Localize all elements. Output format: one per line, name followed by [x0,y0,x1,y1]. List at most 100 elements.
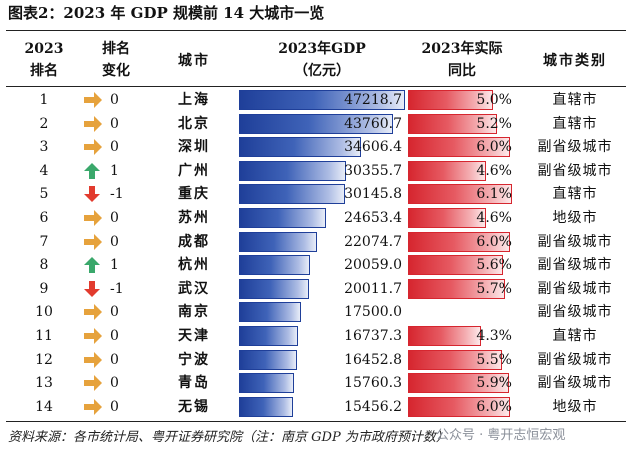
table-row: 10 0 南京 17500.0 副省级城市 [0,300,637,324]
gdp-value-cell: 34606.4 [344,139,402,156]
gdp-value-cell: 16452.8 [344,351,402,368]
header-change: 排名 变化 [92,38,140,82]
arrow-down-icon [84,277,106,301]
city-type-cell: 副省级城市 [537,304,613,321]
gdp-value-cell: 47218.7 [344,92,402,108]
gdp-value-cell: 24653.4 [344,210,402,226]
arrow-right-icon [84,206,106,230]
rank-cell: 8 [39,257,49,274]
growth-value-cell: 4.6% [476,162,512,179]
growth-bar [408,231,510,252]
rank-cell: 4 [39,162,49,179]
top-rule [6,30,626,31]
growth-bar [408,255,503,276]
rank-change-cell: 0 [110,351,119,368]
header-city: 城市 [178,53,210,69]
figure-title: 图表2：2023 年 GDP 规模前 14 大城市一览 [8,4,325,22]
city-cell: 天津 [178,328,210,344]
arrow-right-icon [84,395,106,419]
gdp-value-cell: 15456.2 [344,398,402,415]
header-gdp-line1: 2023年GDP [278,41,366,57]
growth-bar [408,349,502,370]
gdp-value-cell: 16737.3 [344,328,402,344]
gdp-bar [239,326,298,346]
rank-cell: 2 [39,115,49,132]
arrow-right-icon [84,348,106,372]
city-type-cell: 地级市 [552,398,598,415]
rank-cell: 9 [39,280,49,297]
gdp-value-cell: 15760.3 [344,375,402,392]
growth-bar [408,90,493,110]
table-row: 4 1 广州 30355.7 4.6% 副省级城市 [0,159,637,183]
city-cell: 杭州 [178,257,210,274]
city-cell: 青岛 [178,375,210,392]
gdp-value-cell: 22074.7 [344,233,402,250]
gdp-bar [239,208,326,228]
growth-value-cell: 5.5% [476,351,512,368]
header-growth-line1: 2023年实际 [421,41,503,57]
growth-value-cell: 6.1% [476,186,512,203]
table-row: 9 -1 武汉 20011.7 5.7% 副省级城市 [0,277,637,301]
rank-cell: 13 [35,375,53,392]
gdp-bar [239,255,310,276]
header-rank-line2: 排名 [30,63,58,79]
growth-value-cell: 6.0% [476,233,512,250]
gdp-value-cell: 30355.7 [344,162,402,179]
growth-value-cell: 5.6% [476,257,512,274]
arrow-right-icon [84,112,106,136]
city-cell: 深圳 [178,139,210,156]
growth-bar [408,137,510,158]
header-rank: 2023 排名 [20,38,68,82]
arrow-right-icon [84,300,106,324]
city-type-cell: 副省级城市 [537,257,613,274]
header-rule [6,86,626,87]
gdp-bar [239,349,297,370]
rank-change-cell: 0 [110,115,119,132]
city-cell: 无锡 [178,398,210,415]
rank-change-cell: 0 [110,375,119,392]
city-type-cell: 直辖市 [552,328,598,344]
header-city-type: 城市类别 [543,53,607,69]
bottom-rule [6,421,626,422]
rank-cell: 12 [35,351,53,368]
gdp-bar [239,278,309,299]
city-cell: 北京 [178,115,210,132]
city-cell: 宁波 [178,351,210,368]
city-type-cell: 直辖市 [552,186,598,203]
rank-change-cell: 0 [110,328,119,344]
growth-bar [408,113,497,134]
table-row: 5 -1 重庆 30145.8 6.1% 直辖市 [0,182,637,206]
rank-cell: 5 [39,186,49,203]
rank-change-cell: -1 [110,186,124,203]
city-cell: 苏州 [178,210,210,226]
city-type-cell: 副省级城市 [537,375,613,392]
rank-cell: 6 [39,210,49,226]
rank-cell: 7 [39,233,49,250]
gdp-bar [239,90,405,110]
arrow-right-icon [84,324,106,348]
growth-bar [408,373,509,394]
gdp-bar [239,137,361,158]
gdp-bar [239,231,317,252]
growth-bar [408,208,486,228]
rank-change-cell: 0 [110,398,119,415]
header-growth-line2: 同比 [448,63,476,79]
city-type-cell: 副省级城市 [537,280,613,297]
growth-value-cell: 5.2% [476,115,512,132]
growth-value-cell: 4.3% [476,328,512,344]
arrow-right-icon [84,88,106,112]
rank-change-cell: 0 [110,304,119,321]
table-row: 6 0 苏州 24653.4 4.6% 地级市 [0,206,637,230]
table-row: 1 0 上海 47218.7 5.0% 直辖市 [0,88,637,112]
rank-cell: 14 [35,398,53,415]
table-row: 8 1 杭州 20059.0 5.6% 副省级城市 [0,253,637,277]
watermark: 公众号 · 粤开志恒宏观 [436,428,566,443]
rank-change-cell: 1 [110,162,119,179]
growth-bar [408,396,510,417]
table-row: 14 0 无锡 15456.2 6.0% 地级市 [0,395,637,419]
rank-change-cell: 0 [110,210,119,226]
city-cell: 成都 [178,233,210,250]
table-row: 7 0 成都 22074.7 6.0% 副省级城市 [0,230,637,254]
city-type-cell: 直辖市 [552,115,598,132]
rank-change-cell: 0 [110,92,119,108]
